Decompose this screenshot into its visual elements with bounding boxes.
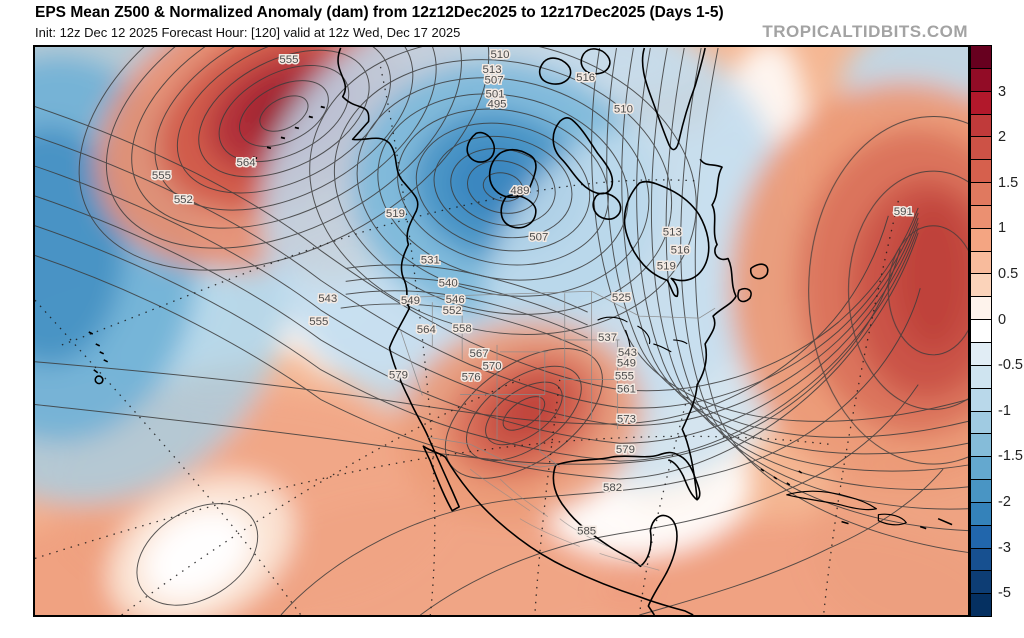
colorbar-segment: [971, 411, 991, 435]
colorbar-segment: [971, 297, 991, 321]
contour-label: 519: [657, 260, 676, 272]
colorbar-tick-label: -1: [998, 402, 1011, 419]
contour-label: 576: [462, 372, 481, 384]
contour-label: 570: [482, 361, 501, 373]
contour-label: 561: [617, 384, 636, 396]
contour-label: 555: [615, 371, 634, 383]
contour-label: 546: [446, 294, 465, 306]
coastlines: [88, 47, 953, 615]
political-borders: [400, 290, 716, 571]
colorbar-segment: [971, 365, 991, 389]
colorbar-tick-label: -5: [998, 585, 1011, 602]
contour-label: 525: [612, 292, 631, 304]
contour-label: 564: [237, 157, 257, 169]
contour-lines: [35, 47, 968, 615]
contour-label: 555: [279, 54, 298, 66]
contour-label: 513: [482, 64, 501, 76]
colorbar-segment: [971, 342, 991, 366]
contour-label: 501: [485, 89, 504, 101]
colorbar-segment: [971, 480, 991, 503]
contour-label: 519: [386, 208, 405, 220]
contour-label: 555: [309, 316, 328, 328]
colorbar-segment: [971, 525, 991, 549]
chart-title: EPS Mean Z500 & Normalized Anomaly (dam)…: [35, 4, 724, 21]
contour-label: 513: [663, 227, 682, 239]
contour-label: 573: [617, 413, 636, 425]
colorbar-segment: [971, 160, 991, 184]
contour-label: 516: [671, 245, 690, 257]
contour-label: 543: [618, 347, 637, 359]
contour-label: 567: [470, 348, 489, 360]
contour-label: 552: [443, 305, 462, 317]
colorbar-segment: [971, 68, 991, 92]
contour-label: 585: [577, 526, 596, 538]
colorbar-segment: [971, 457, 991, 481]
colorbar-segment: [971, 548, 991, 572]
colorbar-segment: [971, 251, 991, 275]
contour-label: 552: [174, 194, 193, 206]
colorbar-tick-label: 0.5: [998, 266, 1019, 282]
contour-label: 489: [510, 185, 529, 197]
colorbar-segment: [971, 502, 991, 526]
contour-label: 540: [439, 277, 458, 289]
colorbar-segment: [971, 46, 991, 69]
site-watermark: TROPICALTIDBITS.COM: [762, 22, 968, 41]
contour-label: 516: [576, 72, 595, 84]
colorbar-tick-label: -2: [998, 494, 1011, 510]
contour-label: 579: [389, 370, 408, 382]
colorbar-segment: [971, 91, 991, 115]
contour-label: 564: [417, 324, 437, 336]
colorbar-tick-label: 3: [998, 83, 1007, 100]
colorbar-segment: [971, 228, 991, 252]
contour-label: 543: [318, 293, 337, 305]
colorbar-segment: [971, 205, 991, 229]
colorbar-segment: [971, 434, 991, 458]
colorbar-tick-label: 1: [998, 220, 1007, 237]
contour-label: 510: [490, 49, 509, 61]
contour-label: 507: [484, 75, 503, 87]
contour-label: 558: [453, 323, 472, 335]
contour-label: 537: [598, 332, 617, 344]
colorbar-segment: [971, 388, 991, 412]
contour-label: 510: [614, 104, 633, 116]
contour-label: 555: [152, 170, 171, 182]
contour-label: 531: [421, 254, 440, 266]
colorbar-segment: [971, 114, 991, 138]
colorbar-tick-label: 2: [998, 129, 1007, 146]
contour-label: 549: [401, 295, 420, 307]
colorbar-segment: [971, 571, 991, 595]
colorbar-tick-label: -1.5: [998, 448, 1023, 465]
anomaly-shading: [35, 47, 968, 615]
contour-label: 495: [487, 99, 506, 111]
contour-label: 582: [603, 482, 622, 494]
contour-label: 579: [616, 444, 635, 456]
colorbar: [970, 45, 992, 617]
map-panel: 555 564 555 552 519 531 543 555 540 549 546 552 564 5…: [33, 45, 970, 617]
colorbar-tick-label: -3: [998, 539, 1011, 556]
chart-init-forecast-line: Init: 12z Dec 12 2025 Forecast Hour: [12…: [35, 25, 461, 40]
colorbar-segment: [971, 137, 991, 161]
colorbar-segment: [971, 320, 991, 343]
contour-label: 507: [529, 232, 548, 244]
contour-label: 591: [894, 206, 913, 218]
contour-label: 549: [617, 358, 636, 370]
colorbar-segment: [971, 274, 991, 298]
colorbar-tick-label: -0.5: [998, 357, 1023, 374]
colorbar-tick-label: 0: [998, 311, 1007, 328]
colorbar-segment: [971, 183, 991, 206]
colorbar-tick-label: 1.5: [998, 174, 1019, 191]
graticule: [35, 66, 899, 615]
colorbar-segment: [971, 594, 991, 617]
